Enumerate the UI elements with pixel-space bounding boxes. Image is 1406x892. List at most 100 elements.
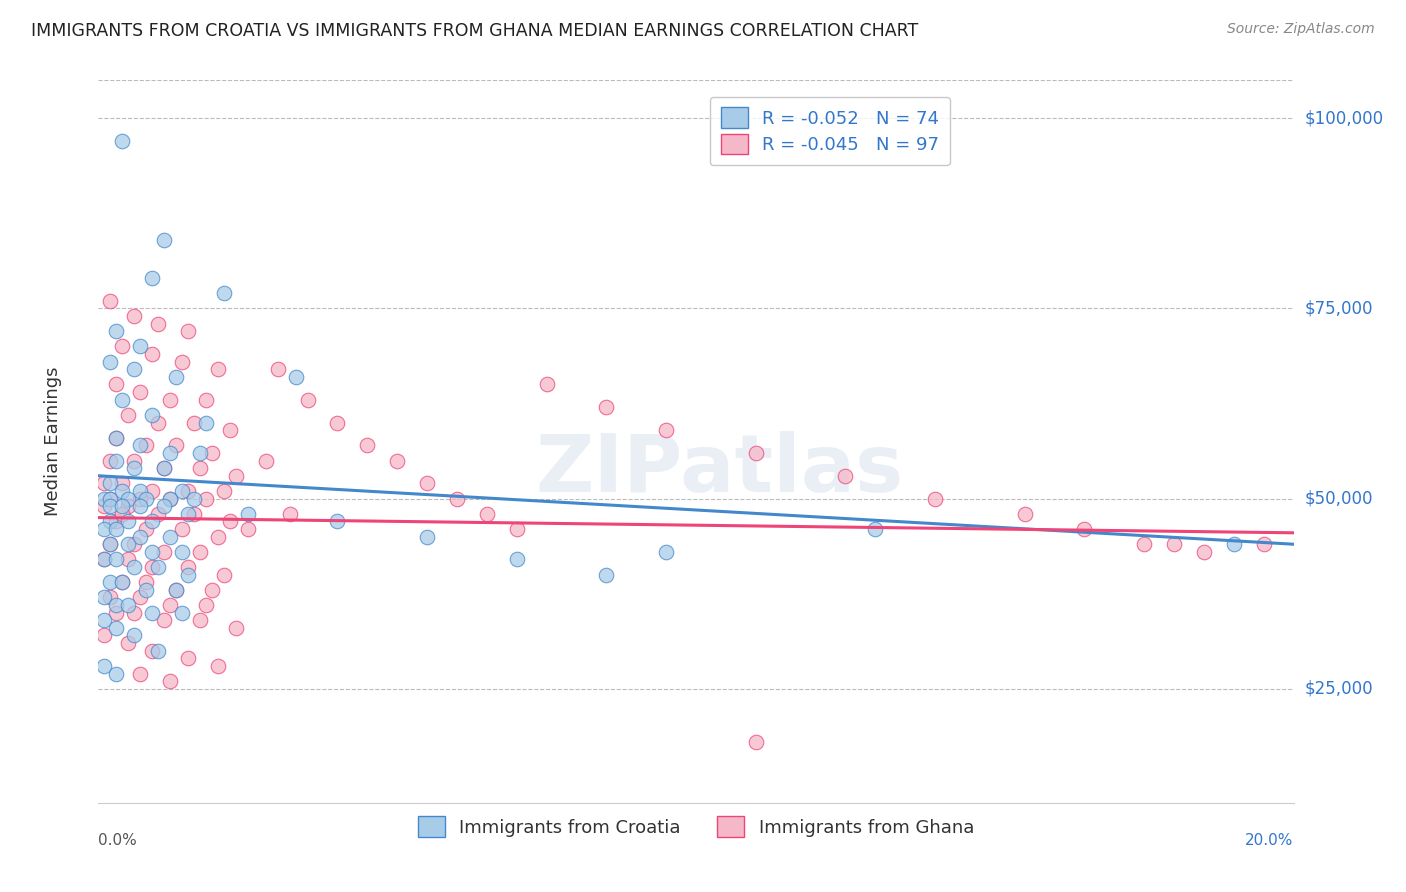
Point bbox=[111, 507, 134, 521]
Point bbox=[207, 530, 229, 544]
Point bbox=[212, 286, 235, 301]
Point bbox=[129, 499, 152, 513]
Point bbox=[1192, 545, 1215, 559]
Point bbox=[159, 674, 181, 689]
Point bbox=[93, 499, 115, 513]
Point bbox=[141, 643, 163, 657]
Point bbox=[98, 354, 122, 368]
Point bbox=[207, 362, 229, 376]
Point bbox=[159, 392, 181, 407]
Point bbox=[326, 515, 349, 529]
Text: $25,000: $25,000 bbox=[1305, 680, 1374, 698]
Point bbox=[124, 362, 146, 376]
Point bbox=[93, 552, 115, 566]
Point bbox=[188, 461, 211, 475]
Point bbox=[219, 423, 242, 437]
Point bbox=[124, 628, 146, 642]
Text: IMMIGRANTS FROM CROATIA VS IMMIGRANTS FROM GHANA MEDIAN EARNINGS CORRELATION CHA: IMMIGRANTS FROM CROATIA VS IMMIGRANTS FR… bbox=[31, 22, 918, 40]
Point bbox=[183, 491, 205, 506]
Point bbox=[201, 446, 224, 460]
Point bbox=[111, 499, 134, 513]
Point bbox=[124, 461, 146, 475]
Point bbox=[1163, 537, 1185, 551]
Point bbox=[117, 537, 139, 551]
Point bbox=[105, 666, 128, 681]
Text: 0.0%: 0.0% bbox=[98, 833, 138, 848]
Point bbox=[1014, 507, 1036, 521]
Point bbox=[212, 567, 235, 582]
Point bbox=[105, 552, 128, 566]
Point bbox=[141, 606, 163, 620]
Point bbox=[188, 613, 211, 627]
Text: Median Earnings: Median Earnings bbox=[44, 367, 62, 516]
Point bbox=[124, 537, 146, 551]
Point bbox=[177, 651, 200, 665]
Point bbox=[129, 666, 152, 681]
Point bbox=[141, 271, 163, 285]
Point bbox=[129, 591, 152, 605]
Point bbox=[416, 530, 439, 544]
Point bbox=[745, 735, 768, 749]
Point bbox=[416, 476, 439, 491]
Point bbox=[111, 575, 134, 590]
Point bbox=[385, 453, 409, 467]
Point bbox=[254, 453, 277, 467]
Point bbox=[236, 507, 259, 521]
Point bbox=[148, 643, 170, 657]
Point bbox=[124, 453, 146, 467]
Point bbox=[93, 659, 115, 673]
Point bbox=[177, 560, 200, 574]
Point bbox=[297, 392, 319, 407]
Point bbox=[159, 598, 181, 612]
Point bbox=[117, 552, 139, 566]
Point bbox=[117, 636, 139, 650]
Point bbox=[98, 491, 122, 506]
Point bbox=[172, 522, 194, 536]
Point bbox=[135, 438, 157, 452]
Text: $100,000: $100,000 bbox=[1305, 110, 1384, 128]
Point bbox=[98, 453, 122, 467]
Point bbox=[183, 507, 205, 521]
Point bbox=[93, 552, 115, 566]
Point bbox=[172, 545, 194, 559]
Point bbox=[141, 347, 163, 361]
Point bbox=[117, 408, 139, 422]
Point bbox=[135, 522, 157, 536]
Point bbox=[745, 446, 768, 460]
Point bbox=[141, 408, 163, 422]
Point bbox=[148, 416, 170, 430]
Point bbox=[153, 233, 176, 247]
Point bbox=[105, 431, 128, 445]
Point bbox=[177, 507, 200, 521]
Point bbox=[117, 515, 139, 529]
Point bbox=[148, 560, 170, 574]
Text: 20.0%: 20.0% bbox=[1246, 833, 1294, 848]
Point bbox=[141, 515, 163, 529]
Point bbox=[98, 476, 122, 491]
Point bbox=[129, 339, 152, 353]
Point bbox=[98, 293, 122, 308]
Point bbox=[195, 598, 218, 612]
Point bbox=[159, 446, 181, 460]
Point bbox=[506, 552, 529, 566]
Point bbox=[93, 491, 115, 506]
Point bbox=[105, 453, 128, 467]
Point bbox=[172, 606, 194, 620]
Point bbox=[159, 491, 181, 506]
Point bbox=[124, 560, 146, 574]
Point bbox=[111, 339, 134, 353]
Point bbox=[446, 491, 468, 506]
Point bbox=[153, 545, 176, 559]
Point bbox=[153, 499, 176, 513]
Point bbox=[105, 598, 128, 612]
Text: $50,000: $50,000 bbox=[1305, 490, 1374, 508]
Point bbox=[177, 324, 200, 338]
Point bbox=[188, 446, 211, 460]
Point bbox=[135, 575, 157, 590]
Point bbox=[141, 483, 163, 498]
Point bbox=[207, 659, 229, 673]
Point bbox=[124, 309, 146, 323]
Point bbox=[105, 606, 128, 620]
Point bbox=[105, 621, 128, 635]
Point bbox=[98, 591, 122, 605]
